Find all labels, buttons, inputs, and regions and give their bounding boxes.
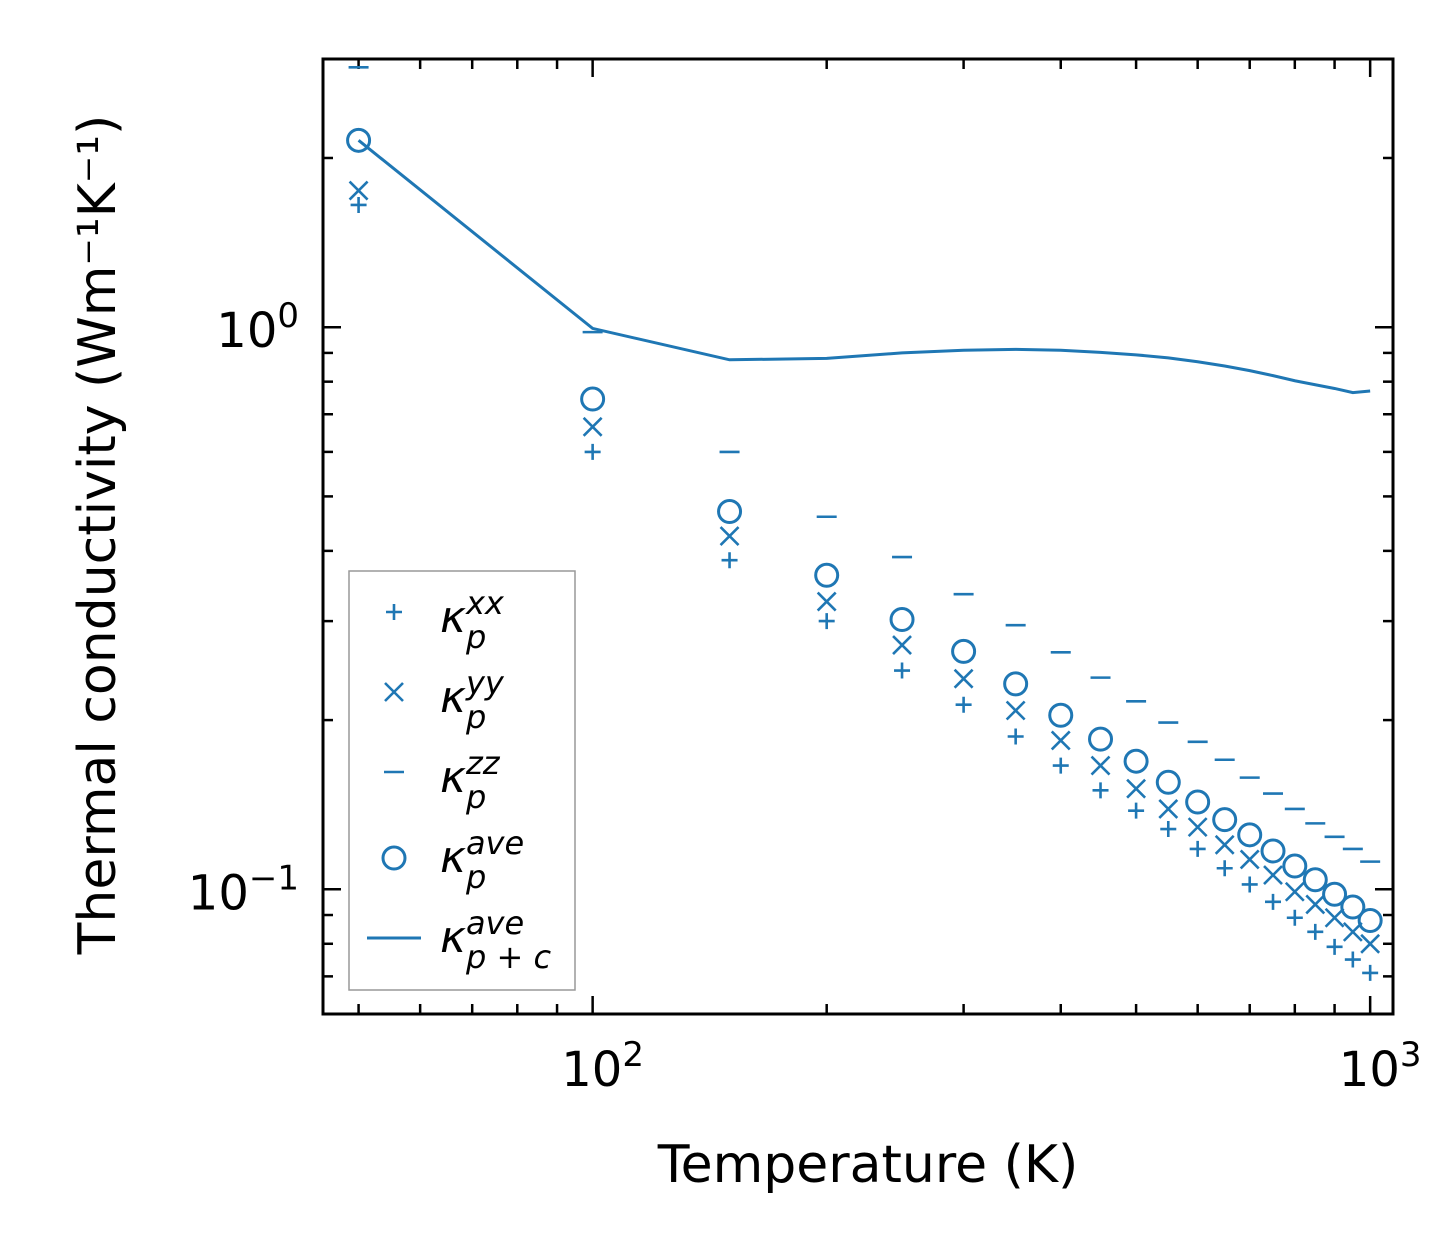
point-kxx	[1052, 757, 1069, 774]
point-kave	[1357, 908, 1383, 934]
point-kave	[1322, 881, 1348, 907]
point-kxx	[721, 552, 738, 569]
point-kxx	[584, 443, 601, 460]
point-kyy	[816, 591, 837, 612]
point-kave	[1340, 894, 1366, 920]
point-kave	[346, 127, 372, 153]
point-kave	[1048, 702, 1074, 728]
legend-label-kave_pc: κave p + c	[440, 904, 551, 976]
point-kyy	[719, 526, 740, 546]
point-kyy	[1263, 865, 1283, 885]
series-line-kave_pc	[357, 139, 1371, 395]
point-kave	[1088, 726, 1114, 752]
y-axis-label: Thermal conductivity (Wm⁻¹K⁻¹)	[68, 115, 128, 956]
point-kave	[1155, 769, 1181, 795]
tick-labels: 102 103 100 10−1	[188, 296, 1422, 1098]
point-kyy	[1005, 700, 1026, 721]
point-kyy	[1239, 849, 1260, 870]
point-kyy	[1305, 894, 1326, 915]
point-kave	[814, 562, 840, 588]
point-kave	[951, 638, 977, 664]
legend-box	[348, 570, 576, 991]
point-kyy	[582, 416, 603, 437]
point-kxx	[1265, 893, 1282, 910]
legend-label-kyy: κyy p	[440, 664, 505, 736]
point-kave	[580, 386, 606, 412]
point-kyy	[348, 180, 369, 201]
point-kxx	[1189, 840, 1206, 857]
point-kxx	[1160, 821, 1177, 838]
point-kxx	[894, 662, 911, 679]
point-kyy	[1284, 881, 1305, 902]
point-kxx	[1007, 728, 1024, 745]
point-kxx	[818, 613, 835, 630]
point-kave	[1237, 822, 1263, 848]
point-kxx	[1128, 802, 1145, 819]
x-tick-label: 103	[1339, 1035, 1422, 1098]
y-tick-label: 100	[216, 296, 299, 359]
x-axis-label: Temperature (K)	[657, 1135, 1079, 1195]
point-kxx	[1326, 938, 1343, 955]
point-kxx	[1241, 876, 1258, 893]
point-kyy	[1187, 817, 1208, 838]
x-tick-label: 102	[561, 1035, 644, 1098]
point-kyy	[1360, 933, 1381, 954]
point-kave	[1260, 838, 1286, 864]
point-kave	[1003, 671, 1029, 697]
point-kyy	[1126, 778, 1147, 799]
point-kxx	[1092, 782, 1109, 799]
point-kxx	[1307, 923, 1324, 940]
point-kxx	[955, 696, 972, 713]
point-kxx	[1344, 951, 1361, 968]
point-kyy	[1342, 921, 1363, 942]
legend-label-kzz: κzz p	[440, 744, 501, 816]
point-kyy	[1050, 730, 1071, 751]
legend-marker-kxx	[386, 604, 402, 620]
point-kave	[717, 499, 743, 525]
legend-marker-kyy	[384, 682, 404, 702]
point-kyy	[1324, 907, 1345, 928]
point-kxx	[1216, 860, 1233, 877]
point-kyy	[953, 668, 974, 689]
point-kave	[1302, 867, 1328, 893]
point-kyy	[892, 635, 912, 655]
point-kyy	[1158, 798, 1179, 819]
legend-label-kxx: κxx p	[440, 584, 505, 656]
point-kave	[1282, 853, 1308, 879]
legend-marker-kave	[381, 845, 407, 871]
point-kyy	[1214, 834, 1235, 855]
y-tick-label: 10−1	[188, 858, 299, 921]
plot-frame	[321, 57, 1395, 1016]
point-kxx	[1362, 964, 1379, 981]
legend-label-kave: κave p	[440, 824, 524, 896]
point-kxx	[350, 196, 367, 213]
point-kave	[1123, 748, 1149, 774]
point-kave	[889, 606, 915, 632]
point-kave	[1185, 789, 1211, 815]
point-kave	[1212, 807, 1238, 833]
point-kyy	[1090, 755, 1111, 776]
point-kxx	[1286, 909, 1303, 926]
data-marks	[346, 65, 1383, 981]
legend: κxx p κyy p κzz p κave p κave p + c	[348, 570, 576, 991]
